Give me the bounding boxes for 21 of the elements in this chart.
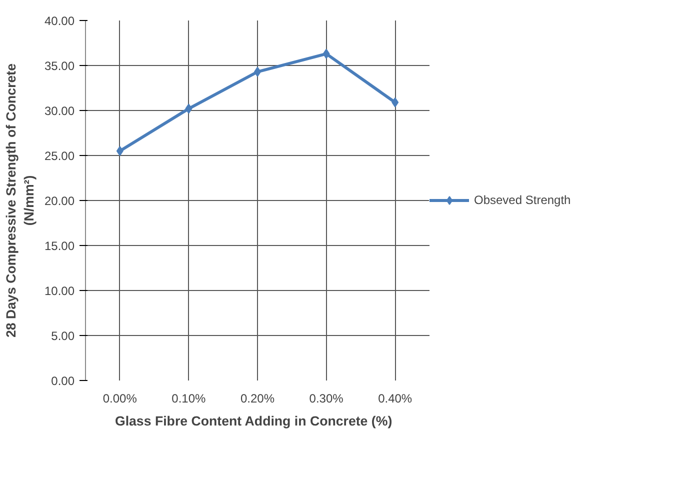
x-tick-label: 0.20%	[240, 392, 275, 406]
x-tick-label: 0.10%	[172, 392, 206, 406]
point	[116, 146, 124, 156]
x-axis-title: Glass Fibre Content Adding in Concrete (%)	[114, 414, 392, 428]
y-tick-label: 35.00	[44, 59, 75, 73]
x-tick-label: 0.40%	[378, 392, 412, 406]
y-tick-label: 25.00	[44, 149, 75, 163]
y-tick-label: 5.00	[51, 329, 75, 343]
point	[185, 104, 192, 114]
x-tick-label: 0.00%	[102, 392, 138, 406]
y-tick-label: 0.00	[51, 374, 75, 388]
point	[392, 97, 399, 108]
x-tick-label: 0.30%	[309, 392, 344, 406]
y-tick-label: 15.00	[44, 239, 75, 253]
point	[322, 48, 330, 59]
legend-label: Obseved Strength	[474, 193, 571, 207]
y-tick-label: 20.00	[44, 194, 75, 208]
y-tick-label: 40.00	[44, 14, 75, 28]
y-axis-title: 28 Days Compressive Strength of Concrete (N/mm²)	[3, 63, 36, 338]
y-tick-label: 10.00	[44, 284, 75, 298]
y-tick-label: 30.00	[44, 104, 75, 118]
